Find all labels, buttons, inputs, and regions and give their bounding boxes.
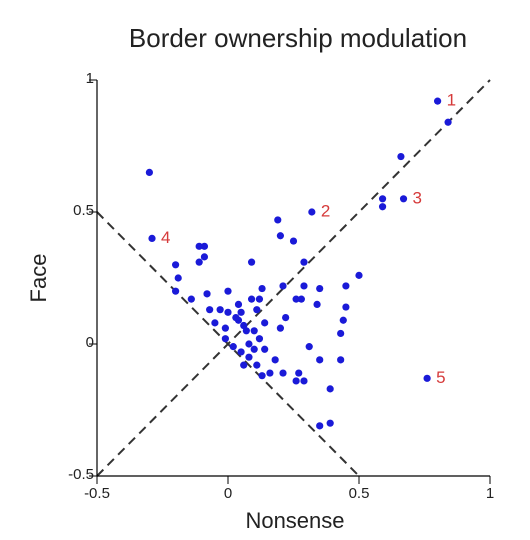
point (397, 152, 405, 161)
y-axis-label: Face (26, 254, 51, 303)
point (172, 261, 180, 269)
point (326, 419, 334, 427)
point (292, 377, 300, 385)
point (378, 195, 387, 203)
annotation: 2 (321, 201, 330, 220)
point (250, 345, 258, 353)
point (444, 118, 452, 126)
x-axis-label: Nonsense (245, 508, 344, 533)
point (148, 234, 156, 242)
point (224, 308, 232, 316)
point (261, 319, 269, 327)
point (172, 287, 180, 295)
y-tick-label: 0 (86, 334, 94, 351)
x-tick-label: 0 (224, 485, 232, 502)
point (266, 369, 274, 377)
point (300, 377, 308, 385)
point (245, 353, 253, 361)
point (221, 324, 229, 332)
point (316, 356, 324, 364)
point (289, 237, 298, 245)
point (276, 324, 284, 332)
point (399, 195, 408, 203)
chart-title: Border ownership modulation (129, 23, 467, 53)
point (339, 316, 347, 324)
point (200, 242, 209, 250)
point (200, 253, 209, 261)
point (229, 343, 237, 351)
point (279, 369, 287, 377)
point (297, 295, 305, 303)
point (276, 232, 284, 240)
point (342, 303, 350, 311)
point (255, 295, 264, 303)
point (240, 361, 248, 369)
point (337, 329, 345, 338)
y-tick-label: 1 (86, 70, 94, 87)
point (308, 208, 316, 216)
point (258, 284, 266, 293)
point (195, 258, 203, 266)
annotation: 3 (413, 188, 422, 207)
point (261, 345, 269, 353)
point (195, 242, 203, 250)
point (245, 340, 253, 348)
point (292, 295, 300, 303)
point (423, 374, 431, 382)
point (206, 306, 214, 314)
point (237, 308, 245, 316)
point (434, 97, 442, 105)
point (203, 290, 211, 298)
point (279, 282, 287, 290)
point (271, 356, 279, 364)
point (300, 258, 308, 266)
point (316, 422, 324, 430)
point (174, 274, 182, 282)
point (326, 385, 334, 393)
annotation: 1 (447, 91, 456, 110)
point (247, 258, 256, 266)
point (295, 369, 303, 377)
point (274, 216, 282, 224)
point (313, 300, 321, 308)
point (187, 295, 195, 303)
point (282, 314, 290, 322)
point (234, 300, 243, 308)
annotation: 4 (161, 228, 170, 247)
point (221, 335, 229, 343)
anti-diagonal-line (96, 211, 360, 477)
point (342, 282, 350, 290)
point (316, 284, 324, 293)
annotation: 5 (436, 368, 445, 387)
point (237, 348, 245, 356)
point (305, 343, 313, 351)
point (250, 327, 258, 335)
x-tick-label: 0.5 (349, 485, 370, 502)
point (232, 314, 240, 322)
point (337, 356, 345, 364)
point (253, 306, 261, 314)
point (355, 271, 363, 279)
point (253, 361, 261, 369)
point (211, 319, 219, 327)
point (255, 335, 264, 343)
point (145, 168, 153, 176)
identity-line (96, 79, 491, 477)
x-tick-label: 1 (486, 485, 494, 502)
x-tick-label: -0.5 (84, 485, 110, 502)
point (240, 321, 248, 330)
point (216, 306, 224, 314)
y-tick-label: 0.5 (73, 202, 94, 219)
y-tick-label: -0.5 (68, 466, 94, 483)
point (300, 282, 308, 290)
point (224, 287, 232, 295)
point (258, 372, 266, 380)
point (378, 203, 387, 211)
point (247, 295, 256, 303)
